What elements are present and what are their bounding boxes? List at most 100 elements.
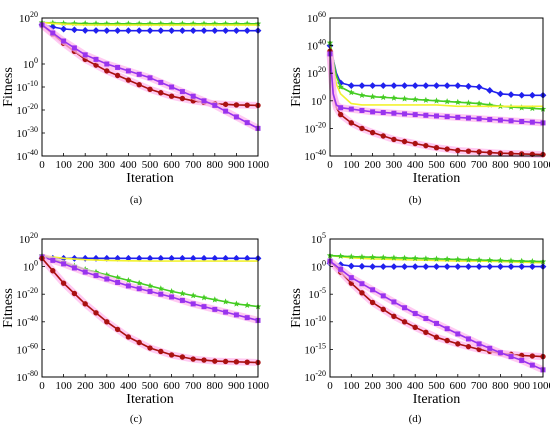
series-0-point-12 bbox=[454, 263, 462, 270]
x-tick-label: 500 bbox=[428, 380, 445, 392]
series-2-point-4 bbox=[369, 253, 376, 260]
y-tick-label: 10-10 bbox=[304, 314, 326, 329]
series-4-point-8 bbox=[412, 311, 418, 317]
series-2-point-9 bbox=[136, 279, 143, 286]
series-4-point-7 bbox=[402, 111, 408, 117]
y-tick-label: 1020 bbox=[307, 65, 326, 80]
series-3-point-5 bbox=[93, 273, 99, 279]
series-1-point-3 bbox=[71, 20, 78, 27]
series-0-point-12 bbox=[454, 82, 462, 90]
series-3-point-11 bbox=[444, 337, 450, 344]
series-band-3 bbox=[39, 22, 259, 109]
series-4-point-5 bbox=[93, 310, 99, 316]
x-tick-label: 100 bbox=[55, 380, 72, 392]
series-4-point-12 bbox=[455, 114, 461, 120]
series-4-point-16 bbox=[497, 350, 503, 356]
series-4-point-9 bbox=[136, 71, 142, 77]
y-tick-label: 10-20 bbox=[16, 286, 38, 301]
series-0-point-15 bbox=[200, 254, 208, 262]
series-0-point-5 bbox=[379, 263, 387, 270]
series-2-point-17 bbox=[507, 257, 515, 264]
y-tick-label: 1060 bbox=[307, 10, 326, 25]
series-0-point-13 bbox=[465, 263, 472, 270]
series-4-point-7 bbox=[115, 64, 121, 70]
series-1-point-13 bbox=[465, 99, 472, 106]
series-2-point-16 bbox=[497, 257, 504, 264]
x-tick-label: 300 bbox=[386, 159, 403, 171]
series-2-point-16 bbox=[211, 296, 218, 303]
series-1-point-15 bbox=[486, 101, 493, 108]
y-axis-label: Fitness bbox=[1, 288, 16, 328]
series-band-4 bbox=[327, 258, 545, 374]
series-3-point-15 bbox=[201, 304, 207, 310]
series-0-point-13 bbox=[179, 254, 186, 262]
series-0-point-2 bbox=[60, 25, 67, 33]
series-4-point-2 bbox=[61, 38, 67, 44]
series-0-point-16 bbox=[497, 90, 504, 98]
series-4-point-12 bbox=[168, 352, 175, 358]
series-2-point-13 bbox=[179, 290, 186, 297]
series-4-point-7 bbox=[402, 305, 408, 311]
series-0-point-11 bbox=[443, 263, 451, 270]
series-3-point-14 bbox=[476, 149, 482, 155]
series-0-point-14 bbox=[189, 27, 197, 35]
series-4-point-5 bbox=[93, 56, 99, 62]
series-4-point-4 bbox=[370, 287, 376, 293]
series-band-3 bbox=[326, 50, 544, 159]
series-4-point-8 bbox=[125, 68, 131, 74]
series-0-point-18 bbox=[518, 263, 526, 270]
y-tick-label: 10-60 bbox=[16, 341, 38, 356]
series-3-point-5 bbox=[93, 62, 99, 68]
series-3-point-6 bbox=[391, 136, 397, 143]
series-1-point-3 bbox=[358, 91, 366, 98]
series-3-point-3 bbox=[359, 290, 365, 296]
x-tick-label: 700 bbox=[471, 159, 488, 171]
series-2-point-9 bbox=[422, 255, 430, 262]
series-3-point-12 bbox=[455, 341, 461, 347]
series-4-point-17 bbox=[508, 354, 514, 360]
series-1-point-18 bbox=[518, 104, 525, 111]
y-axis-label: Fitness bbox=[289, 288, 304, 328]
y-tick-label: 10-20 bbox=[304, 120, 326, 135]
series-1-point-6 bbox=[390, 94, 398, 101]
series-4-point-1 bbox=[338, 266, 344, 272]
series-0-point-3 bbox=[71, 26, 78, 34]
x-tick-label: 900 bbox=[228, 159, 245, 171]
series-0-point-19 bbox=[243, 254, 251, 262]
series-0-point-6 bbox=[103, 27, 111, 35]
series-4-point-2 bbox=[348, 106, 354, 112]
x-tick-label: 100 bbox=[343, 380, 360, 392]
x-tick-label: 700 bbox=[185, 380, 202, 392]
series-0-point-2 bbox=[347, 262, 355, 270]
series-4-point-19 bbox=[244, 359, 250, 365]
series-3-point-18 bbox=[233, 102, 240, 108]
series-0-point-8 bbox=[411, 82, 419, 90]
series-1-point-8 bbox=[412, 96, 419, 103]
x-axis-label: Iteration bbox=[126, 171, 173, 186]
x-axis-label: Iteration bbox=[413, 171, 460, 186]
series-4-point-1 bbox=[50, 268, 56, 274]
x-tick-label: 0 bbox=[327, 380, 333, 392]
x-tick-label: 800 bbox=[207, 380, 224, 392]
series-0-point-12 bbox=[168, 27, 175, 35]
series-4-point-5 bbox=[380, 110, 386, 116]
series-4-point-11 bbox=[444, 326, 450, 332]
y-axis-label: Fitness bbox=[1, 67, 16, 107]
series-3-point-4 bbox=[82, 269, 88, 275]
series-2-point-11 bbox=[443, 255, 451, 262]
series-4-point-18 bbox=[519, 357, 525, 363]
series-4-point-19 bbox=[244, 120, 250, 126]
series-3-point-19 bbox=[244, 315, 250, 321]
series-1-point-14 bbox=[475, 100, 483, 107]
series-3-point-7 bbox=[115, 279, 121, 285]
series-0-point-3 bbox=[358, 82, 366, 90]
series-0-point-6 bbox=[390, 82, 398, 90]
x-tick-label: 600 bbox=[450, 380, 467, 392]
series-4-point-14 bbox=[190, 356, 196, 362]
series-3-point-12 bbox=[168, 93, 175, 99]
series-2-point-19 bbox=[244, 301, 251, 308]
series-0-point-10 bbox=[146, 254, 154, 262]
series-3-point-5 bbox=[380, 306, 386, 313]
series-3-point-11 bbox=[158, 291, 164, 297]
series-4-point-8 bbox=[412, 112, 418, 118]
